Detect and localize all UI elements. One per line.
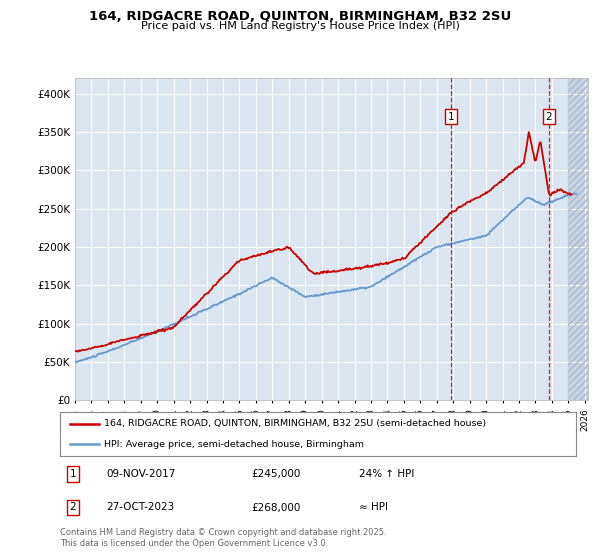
Text: ≈ HPI: ≈ HPI — [359, 502, 388, 512]
Text: £268,000: £268,000 — [251, 502, 300, 512]
Text: Price paid vs. HM Land Registry's House Price Index (HPI): Price paid vs. HM Land Registry's House … — [140, 21, 460, 31]
Text: 164, RIDGACRE ROAD, QUINTON, BIRMINGHAM, B32 2SU (semi-detached house): 164, RIDGACRE ROAD, QUINTON, BIRMINGHAM,… — [104, 419, 486, 428]
Text: HPI: Average price, semi-detached house, Birmingham: HPI: Average price, semi-detached house,… — [104, 440, 364, 449]
Text: 24% ↑ HPI: 24% ↑ HPI — [359, 469, 415, 479]
Text: 2: 2 — [70, 502, 76, 512]
Text: 1: 1 — [448, 112, 454, 122]
Text: 09-NOV-2017: 09-NOV-2017 — [106, 469, 176, 479]
Text: 27-OCT-2023: 27-OCT-2023 — [106, 502, 175, 512]
Text: 1: 1 — [70, 469, 76, 479]
Text: 2: 2 — [546, 112, 553, 122]
Text: £245,000: £245,000 — [251, 469, 300, 479]
Text: 164, RIDGACRE ROAD, QUINTON, BIRMINGHAM, B32 2SU: 164, RIDGACRE ROAD, QUINTON, BIRMINGHAM,… — [89, 10, 511, 23]
Text: Contains HM Land Registry data © Crown copyright and database right 2025.
This d: Contains HM Land Registry data © Crown c… — [60, 528, 386, 548]
Bar — [568, 78, 600, 400]
